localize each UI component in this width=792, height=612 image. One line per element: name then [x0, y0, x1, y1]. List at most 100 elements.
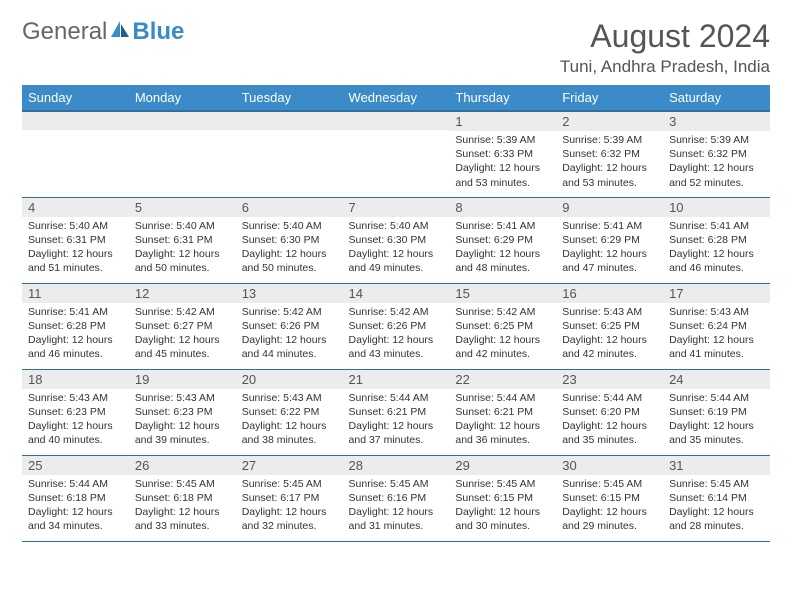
day-number: 29 — [449, 456, 556, 475]
weekday-header: Monday — [129, 85, 236, 111]
calendar-day-cell: 10Sunrise: 5:41 AMSunset: 6:28 PMDayligh… — [663, 197, 770, 283]
day-number: 8 — [449, 198, 556, 217]
weekday-header: Tuesday — [236, 85, 343, 111]
calendar-day-cell: 18Sunrise: 5:43 AMSunset: 6:23 PMDayligh… — [22, 369, 129, 455]
day-details: Sunrise: 5:43 AMSunset: 6:24 PMDaylight:… — [663, 303, 770, 366]
day-details: Sunrise: 5:41 AMSunset: 6:29 PMDaylight:… — [449, 217, 556, 280]
day-details: Sunrise: 5:44 AMSunset: 6:19 PMDaylight:… — [663, 389, 770, 452]
day-details: Sunrise: 5:39 AMSunset: 6:33 PMDaylight:… — [449, 131, 556, 194]
brand-word-2: Blue — [132, 18, 184, 46]
calendar-day-cell — [22, 111, 129, 197]
brand-logo: General Blue — [22, 18, 184, 46]
calendar-day-cell: 2Sunrise: 5:39 AMSunset: 6:32 PMDaylight… — [556, 111, 663, 197]
location-text: Tuni, Andhra Pradesh, India — [560, 57, 770, 77]
calendar-day-cell: 20Sunrise: 5:43 AMSunset: 6:22 PMDayligh… — [236, 369, 343, 455]
day-number: 11 — [22, 284, 129, 303]
day-number: 14 — [343, 284, 450, 303]
day-details: Sunrise: 5:42 AMSunset: 6:25 PMDaylight:… — [449, 303, 556, 366]
day-details: Sunrise: 5:45 AMSunset: 6:16 PMDaylight:… — [343, 475, 450, 538]
day-number — [236, 112, 343, 130]
day-number: 12 — [129, 284, 236, 303]
day-details: Sunrise: 5:42 AMSunset: 6:26 PMDaylight:… — [236, 303, 343, 366]
calendar-body: 1Sunrise: 5:39 AMSunset: 6:33 PMDaylight… — [22, 111, 770, 541]
day-details: Sunrise: 5:45 AMSunset: 6:15 PMDaylight:… — [556, 475, 663, 538]
calendar-day-cell: 7Sunrise: 5:40 AMSunset: 6:30 PMDaylight… — [343, 197, 450, 283]
day-number: 13 — [236, 284, 343, 303]
day-number — [129, 112, 236, 130]
day-details: Sunrise: 5:44 AMSunset: 6:18 PMDaylight:… — [22, 475, 129, 538]
day-details: Sunrise: 5:39 AMSunset: 6:32 PMDaylight:… — [556, 131, 663, 194]
calendar-week-row: 18Sunrise: 5:43 AMSunset: 6:23 PMDayligh… — [22, 369, 770, 455]
day-details: Sunrise: 5:45 AMSunset: 6:14 PMDaylight:… — [663, 475, 770, 538]
day-details: Sunrise: 5:45 AMSunset: 6:18 PMDaylight:… — [129, 475, 236, 538]
calendar-day-cell: 21Sunrise: 5:44 AMSunset: 6:21 PMDayligh… — [343, 369, 450, 455]
calendar-day-cell: 22Sunrise: 5:44 AMSunset: 6:21 PMDayligh… — [449, 369, 556, 455]
day-number: 3 — [663, 112, 770, 131]
day-details: Sunrise: 5:41 AMSunset: 6:28 PMDaylight:… — [663, 217, 770, 280]
brand-word-1: General — [22, 18, 107, 46]
weekday-header: Thursday — [449, 85, 556, 111]
calendar-day-cell: 6Sunrise: 5:40 AMSunset: 6:30 PMDaylight… — [236, 197, 343, 283]
day-details: Sunrise: 5:40 AMSunset: 6:31 PMDaylight:… — [129, 217, 236, 280]
calendar-week-row: 4Sunrise: 5:40 AMSunset: 6:31 PMDaylight… — [22, 197, 770, 283]
calendar-day-cell: 17Sunrise: 5:43 AMSunset: 6:24 PMDayligh… — [663, 283, 770, 369]
day-number: 6 — [236, 198, 343, 217]
day-number: 25 — [22, 456, 129, 475]
calendar-day-cell: 5Sunrise: 5:40 AMSunset: 6:31 PMDaylight… — [129, 197, 236, 283]
day-number: 9 — [556, 198, 663, 217]
day-number: 2 — [556, 112, 663, 131]
calendar-day-cell: 16Sunrise: 5:43 AMSunset: 6:25 PMDayligh… — [556, 283, 663, 369]
day-details: Sunrise: 5:43 AMSunset: 6:23 PMDaylight:… — [129, 389, 236, 452]
calendar-day-cell — [129, 111, 236, 197]
day-details: Sunrise: 5:40 AMSunset: 6:31 PMDaylight:… — [22, 217, 129, 280]
calendar-week-row: 11Sunrise: 5:41 AMSunset: 6:28 PMDayligh… — [22, 283, 770, 369]
day-details: Sunrise: 5:40 AMSunset: 6:30 PMDaylight:… — [343, 217, 450, 280]
day-number: 22 — [449, 370, 556, 389]
weekday-header: Wednesday — [343, 85, 450, 111]
calendar-day-cell: 14Sunrise: 5:42 AMSunset: 6:26 PMDayligh… — [343, 283, 450, 369]
day-number: 10 — [663, 198, 770, 217]
calendar-day-cell: 15Sunrise: 5:42 AMSunset: 6:25 PMDayligh… — [449, 283, 556, 369]
weekday-header: Friday — [556, 85, 663, 111]
day-details: Sunrise: 5:39 AMSunset: 6:32 PMDaylight:… — [663, 131, 770, 194]
calendar-day-cell: 30Sunrise: 5:45 AMSunset: 6:15 PMDayligh… — [556, 455, 663, 541]
calendar-day-cell: 4Sunrise: 5:40 AMSunset: 6:31 PMDaylight… — [22, 197, 129, 283]
calendar-week-row: 1Sunrise: 5:39 AMSunset: 6:33 PMDaylight… — [22, 111, 770, 197]
month-title: August 2024 — [560, 18, 770, 55]
header: General Blue August 2024 Tuni, Andhra Pr… — [22, 18, 770, 77]
day-number: 7 — [343, 198, 450, 217]
day-number: 4 — [22, 198, 129, 217]
day-number: 16 — [556, 284, 663, 303]
day-number: 21 — [343, 370, 450, 389]
day-details: Sunrise: 5:40 AMSunset: 6:30 PMDaylight:… — [236, 217, 343, 280]
calendar-table: SundayMondayTuesdayWednesdayThursdayFrid… — [22, 85, 770, 542]
day-details: Sunrise: 5:43 AMSunset: 6:25 PMDaylight:… — [556, 303, 663, 366]
day-details: Sunrise: 5:41 AMSunset: 6:29 PMDaylight:… — [556, 217, 663, 280]
calendar-day-cell: 24Sunrise: 5:44 AMSunset: 6:19 PMDayligh… — [663, 369, 770, 455]
day-number: 5 — [129, 198, 236, 217]
calendar-day-cell: 11Sunrise: 5:41 AMSunset: 6:28 PMDayligh… — [22, 283, 129, 369]
day-details: Sunrise: 5:45 AMSunset: 6:17 PMDaylight:… — [236, 475, 343, 538]
calendar-day-cell: 29Sunrise: 5:45 AMSunset: 6:15 PMDayligh… — [449, 455, 556, 541]
day-details: Sunrise: 5:44 AMSunset: 6:21 PMDaylight:… — [343, 389, 450, 452]
day-number: 15 — [449, 284, 556, 303]
day-number: 28 — [343, 456, 450, 475]
day-number: 23 — [556, 370, 663, 389]
calendar-day-cell — [236, 111, 343, 197]
day-number: 27 — [236, 456, 343, 475]
calendar-day-cell: 9Sunrise: 5:41 AMSunset: 6:29 PMDaylight… — [556, 197, 663, 283]
title-block: August 2024 Tuni, Andhra Pradesh, India — [560, 18, 770, 77]
calendar-day-cell: 3Sunrise: 5:39 AMSunset: 6:32 PMDaylight… — [663, 111, 770, 197]
day-number: 31 — [663, 456, 770, 475]
calendar-day-cell: 13Sunrise: 5:42 AMSunset: 6:26 PMDayligh… — [236, 283, 343, 369]
day-number: 19 — [129, 370, 236, 389]
day-number: 17 — [663, 284, 770, 303]
day-number — [343, 112, 450, 130]
day-number: 18 — [22, 370, 129, 389]
day-details: Sunrise: 5:42 AMSunset: 6:27 PMDaylight:… — [129, 303, 236, 366]
day-details: Sunrise: 5:43 AMSunset: 6:23 PMDaylight:… — [22, 389, 129, 452]
calendar-day-cell — [343, 111, 450, 197]
day-number: 26 — [129, 456, 236, 475]
day-details: Sunrise: 5:41 AMSunset: 6:28 PMDaylight:… — [22, 303, 129, 366]
day-number: 24 — [663, 370, 770, 389]
